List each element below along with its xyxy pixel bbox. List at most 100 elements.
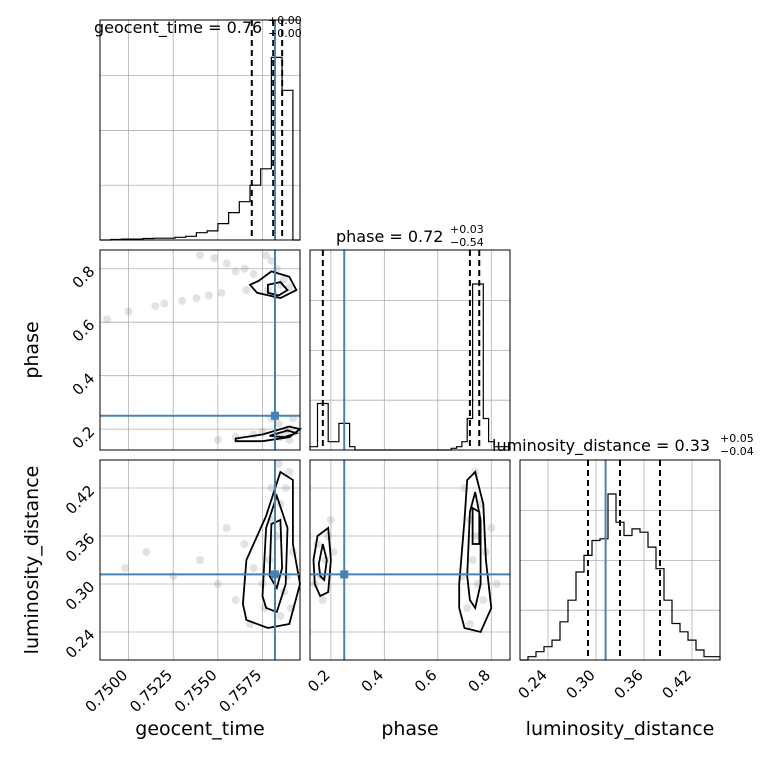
panel-frame	[99, 249, 301, 451]
panel-geocent-time-hist: geocent_time = 0.76 +0.00 −0.00	[94, 14, 302, 241]
sample-point	[160, 299, 169, 308]
sample-point	[196, 251, 204, 260]
y-tick-label: 0.4	[69, 369, 99, 399]
sample-point	[274, 460, 283, 468]
sample-point	[492, 580, 501, 588]
density-contour	[458, 470, 493, 634]
sample-point	[222, 524, 231, 532]
sample-point	[231, 433, 240, 442]
xlabel-phase: phase	[381, 718, 438, 740]
sample-point	[279, 275, 288, 284]
sample-point	[479, 596, 488, 604]
x-tick-label: 0.4	[358, 666, 388, 696]
density-contour	[312, 526, 332, 598]
truth-marker	[340, 570, 349, 579]
title-geocent-time-minus: −0.00	[268, 27, 302, 40]
sample-point	[285, 468, 294, 476]
sample-point	[231, 267, 240, 276]
sample-point	[192, 294, 201, 303]
x-tick-label: 0.7575	[215, 666, 265, 716]
sample-point	[329, 548, 338, 556]
sample-point	[465, 620, 474, 628]
x-tick-label: 0.24	[514, 666, 550, 702]
sample-point	[242, 286, 251, 295]
sample-point	[204, 291, 213, 300]
sample-point	[222, 259, 231, 268]
title-luminosity-distance: luminosity_distance = 0.33	[492, 436, 710, 456]
y-tick-label: 0.8	[69, 262, 99, 292]
sample-point	[151, 302, 160, 311]
sample-point	[487, 524, 496, 532]
title-luminosity-distance-plus: +0.05	[720, 432, 754, 445]
sample-point	[217, 288, 226, 297]
x-tick-label: 0.7550	[171, 666, 221, 716]
sample-point	[468, 556, 477, 564]
panel-luminosity-distance-hist: luminosity_distance = 0.33 +0.05 −0.04	[492, 432, 754, 661]
sample-point	[281, 484, 290, 492]
sample-point	[240, 540, 249, 548]
sample-point	[318, 596, 327, 604]
sample-point	[276, 612, 285, 620]
sample-point	[262, 251, 271, 260]
sample-point	[196, 556, 204, 564]
sample-point	[249, 564, 258, 572]
sample-point	[326, 516, 335, 524]
xlabel-luminosity-distance: luminosity_distance	[526, 718, 715, 740]
title-phase-minus: −0.54	[450, 236, 484, 249]
sample-point	[210, 254, 219, 262]
x-tick-label: 0.8	[465, 666, 495, 696]
ylabel-luminosity-distance: luminosity_distance	[21, 466, 43, 655]
density-contour	[269, 429, 300, 439]
panel-phase-hist: phase = 0.72 +0.03 −0.54	[309, 223, 511, 451]
sample-point	[240, 264, 249, 273]
panel-frame	[309, 249, 511, 451]
panel-luminosity-distance-vs-geocent-time	[99, 459, 301, 661]
sample-point	[124, 307, 133, 316]
density-contour	[466, 491, 482, 611]
truth-marker	[271, 570, 279, 579]
title-phase: phase = 0.72	[336, 227, 443, 246]
x-tick-label: 0.30	[562, 666, 598, 702]
sample-point	[249, 430, 258, 439]
panel-frame	[99, 459, 301, 661]
sample-point	[142, 548, 151, 556]
x-tick-label: 0.2	[304, 666, 334, 696]
x-tick-label: 0.7500	[82, 666, 132, 716]
truth-marker	[271, 411, 279, 420]
sample-point	[321, 556, 330, 564]
y-tick-label: 0.2	[69, 423, 99, 453]
xlabel-geocent-time: geocent_time	[135, 718, 264, 740]
panel-frame	[519, 459, 721, 661]
ylabel-phase: phase	[21, 321, 43, 378]
title-geocent-time-plus: +0.00	[268, 14, 302, 27]
y-tick-label: 0.36	[62, 530, 98, 566]
y-tick-label: 0.24	[62, 626, 98, 662]
panel-luminosity-distance-vs-phase	[309, 459, 511, 661]
sample-point	[178, 296, 187, 305]
density-contour	[471, 506, 481, 545]
density-contour	[266, 281, 289, 297]
sample-point	[121, 564, 129, 572]
x-tick-label: 0.7525	[126, 666, 176, 716]
y-tick-label: 0.6	[69, 316, 99, 346]
sample-point	[213, 435, 222, 444]
sample-point	[274, 419, 283, 428]
panel-frame	[309, 459, 511, 661]
y-tick-label: 0.30	[62, 578, 98, 614]
x-tick-label: 0.36	[610, 666, 646, 702]
panel-frame	[99, 19, 301, 241]
panel-phase-vs-geocent-time	[99, 249, 303, 451]
title-phase-plus: +0.03	[450, 223, 484, 236]
sample-point	[249, 270, 258, 279]
x-tick-label: 0.42	[658, 666, 694, 702]
sample-point	[213, 580, 222, 588]
sample-point	[283, 572, 292, 580]
sample-point	[231, 596, 240, 604]
density-contour	[241, 470, 301, 629]
sample-point	[267, 484, 276, 492]
histogram-geocent-time	[100, 56, 300, 241]
sample-point	[103, 315, 112, 324]
density-contour	[261, 493, 289, 614]
